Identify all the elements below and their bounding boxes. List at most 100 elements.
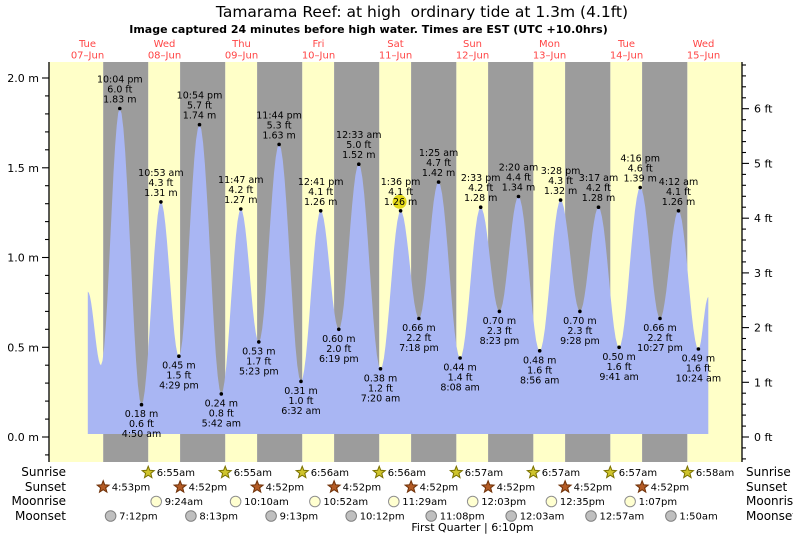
high-tide-label-line: 1.74 m [183,111,216,122]
tide-extreme-dot [676,209,681,213]
moonset-time: 11:08pm [440,512,485,523]
sunset-time: 4:53pm [112,483,151,494]
moonset-icon [345,510,358,522]
sunrise-time: 6:56am [388,468,426,479]
high-tide-label-line: 1.83 m [103,95,136,106]
tide-extreme-dot [638,185,642,190]
high-tide-label-line: 4.1 ft [666,187,691,198]
moonrise-icon [545,495,558,508]
tide-extreme-dot [617,345,621,350]
low-tide-label-line: 1.2 ft [368,383,393,394]
high-tide-label-line: 4.3 ft [548,176,573,187]
high-tide-label-line: 1.39 m [623,174,656,185]
sunrise-icon [680,464,695,479]
y-axis-right-tick-label: 3 ft [754,267,773,280]
low-tide-label-line: 0.70 m [563,316,596,327]
tide-extreme-dot [337,327,341,332]
y-axis-right-tick-label: 2 ft [754,322,773,335]
high-tide-label-line: 2:20 am [499,163,538,174]
sunset-icon [557,479,573,494]
low-tide-label-line: 2.3 ft [487,326,512,337]
tide-extreme-dot [516,194,521,199]
sunrise-icon [448,464,464,479]
high-tide-label-line: 10:53 am [138,168,183,179]
day-label-name: Tue [78,39,96,50]
moonset-icon [265,510,277,522]
moonrise-time: 10:52am [323,497,368,508]
high-tide-label-line: 12:41 pm [298,177,344,188]
tide-extreme-dot [658,316,662,321]
low-tide-label-line: 4:29 pm [159,381,199,392]
y-axis-right-tick-label: 4 ft [754,212,773,225]
sunrise-time: 6:55am [157,468,195,479]
sunset-icon [634,479,650,494]
high-tide-label-line: 11:47 am [218,175,263,186]
high-tide-label-line: 1.28 m [464,193,497,204]
low-tide-label-line: 4:50 am [122,429,161,440]
low-tide-label-line: 0.48 m [523,355,556,366]
moonset-row-label-left: Moonset [15,508,66,523]
sunrise-row-label-right: Sunrise [746,465,791,479]
high-tide-label-line: 1.27 m [224,195,257,206]
high-tide-label-line: 1.26 m [384,197,417,208]
low-tide-label-line: 1.6 ft [686,364,711,375]
sunset-icon [403,479,419,494]
high-tide-label-line: 1.26 m [304,197,337,208]
low-tide-label-line: 2.2 ft [406,333,431,344]
tide-extreme-dot [558,198,563,202]
sunrise-icon [294,464,310,479]
high-tide-label-line: 4:16 pm [620,154,660,165]
moonset-time: 8:13pm [199,512,238,523]
sunset-icon [95,479,111,494]
high-tide-label-line: 3:28 pm [541,166,581,177]
tide-extreme-dot [197,122,202,127]
sunrise-time: 6:57am [619,468,657,479]
moonset-time: 10:12pm [360,512,405,523]
tide-extreme-dot [378,367,383,371]
high-tide-label-line: 10:54 pm [177,91,223,102]
day-label-date: 08–Jun [148,51,181,62]
sunrise-time: 6:56am [311,468,349,479]
sunrise-time: 6:57am [542,468,580,479]
moonrise-time: 12:03pm [481,497,526,508]
low-tide-label-line: 9:41 am [599,372,638,383]
sunset-icon [326,479,342,494]
tide-extreme-dot [318,209,323,213]
moonset-time: 7:12pm [119,512,158,523]
high-tide-label-line: 4.4 ft [506,173,531,184]
high-tide-label-line: 5.7 ft [187,101,212,112]
high-tide-label-line: 4.3 ft [148,178,173,189]
low-tide-label-line: 5:23 pm [239,366,279,377]
low-tide-label-line: 8:56 am [520,375,559,386]
chart-subtitle: Image captured 24 minutes before high wa… [129,23,608,36]
sunrise-time: 6:57am [465,468,503,479]
y-axis-left-tick-label: 0.0 m [7,431,39,444]
low-tide-label-line: 2.0 ft [326,344,351,355]
sunrise-icon [140,464,156,479]
moonset-row-label-right: Moonset [746,508,793,523]
low-tide-label-line: 7:18 pm [399,343,439,354]
low-tide-label-line: 0.44 m [443,363,476,374]
y-axis-right-tick-label: 6 ft [754,103,773,116]
day-label-date: 07–Jun [71,51,104,62]
moonrise-icon [466,495,479,508]
sunset-row-label-left: Sunset [24,479,66,494]
low-tide-label-line: 1.6 ft [607,362,632,373]
day-label-name: Tue [617,39,635,50]
low-tide-label-line: 0.45 m [162,361,195,372]
day-label-date: 15–Jun [687,51,720,62]
low-tide-label-line: 7:20 am [361,393,400,404]
high-tide-label-line: 2:33 pm [461,173,501,184]
low-tide-label-line: 10:24 am [676,374,721,385]
sunrise-time: 6:55am [234,468,272,479]
low-tide-label-line: 1.4 ft [448,373,473,384]
day-label-name: Mon [539,39,560,50]
tide-extreme-dot [139,402,144,407]
moonrise-time: 12:35pm [560,497,605,508]
high-tide-label-line: 4:12 am [659,177,698,188]
moonset-icon [425,510,438,522]
day-label-name: Fri [313,39,325,50]
moonset-time: 12:57am [600,512,645,523]
sunset-time: 4:52pm [343,483,382,494]
